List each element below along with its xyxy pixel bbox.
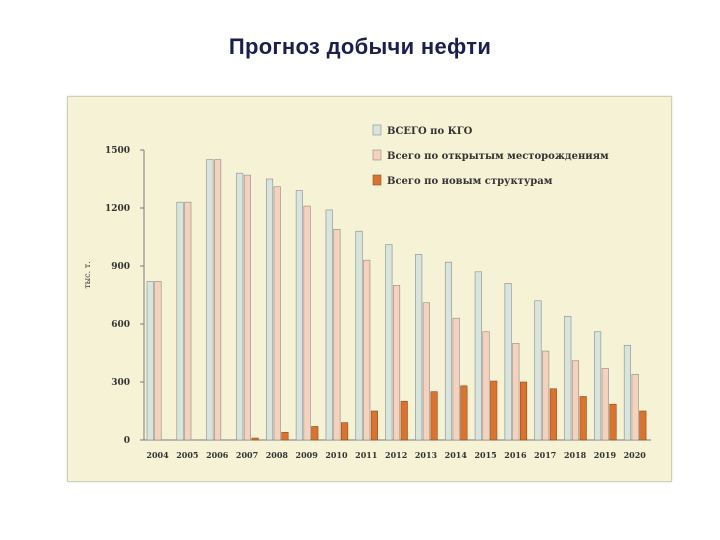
x-tick-label: 2004 xyxy=(146,450,169,460)
bars xyxy=(146,159,647,441)
legend-swatch xyxy=(372,124,382,136)
bar-kgo xyxy=(355,230,363,441)
bar-open-fields xyxy=(154,281,162,441)
bar-new-structures xyxy=(460,385,468,441)
chart-panel: 0 300 600 900 1200 1500 2004 2005 2006 2007 2008 20… xyxy=(67,96,672,482)
bar-kgo xyxy=(236,172,244,441)
y-tick-label: 600 xyxy=(111,320,130,330)
bar-open-fields xyxy=(422,302,430,441)
y-tick-label: 300 xyxy=(111,378,130,388)
x-tick-label: 2020 xyxy=(624,450,647,460)
bar-open-fields xyxy=(214,159,222,441)
bar-kgo xyxy=(206,159,214,441)
x-tick-label: 2016 xyxy=(504,450,527,460)
bar-kgo xyxy=(534,300,542,441)
bar-new-structures xyxy=(519,381,528,441)
bar-kgo xyxy=(385,244,393,441)
bar-kgo xyxy=(265,178,274,441)
bar-new-structures xyxy=(609,403,617,441)
x-tick-label: 2008 xyxy=(266,450,289,460)
bar-open-fields xyxy=(571,360,580,441)
bar-new-structures xyxy=(281,431,289,441)
x-tick-label: 2018 xyxy=(564,450,587,460)
y-tick-label: 900 xyxy=(111,262,130,272)
bar-open-fields xyxy=(363,259,371,441)
bar-kgo xyxy=(594,331,602,441)
bar-new-structures xyxy=(490,380,498,441)
legend: ВСЕГО по КГО Всего по открытым месторожде… xyxy=(372,124,609,187)
bar-kgo xyxy=(623,344,631,441)
bar-open-fields xyxy=(512,343,520,441)
bar-new-structures xyxy=(370,410,378,441)
x-tick-label: 2009 xyxy=(296,450,319,460)
bar-new-structures xyxy=(579,396,587,441)
x-tick-label: 2010 xyxy=(325,450,348,460)
tick-labels: 0 300 600 900 1200 1500 2004 2005 2006 2007 2008 20… xyxy=(105,146,646,460)
bar-kgo xyxy=(325,209,333,441)
bar-open-fields xyxy=(333,228,341,441)
legend-label: ВСЕГО по КГО xyxy=(387,126,473,137)
bar-kgo xyxy=(415,254,423,441)
bar-new-structures xyxy=(430,391,438,441)
slide-title: Прогноз добычи нефти xyxy=(228,34,492,59)
bar-kgo xyxy=(474,271,482,441)
bar-kgo xyxy=(504,283,512,441)
bar-open-fields xyxy=(601,368,609,441)
x-tick-label: 2012 xyxy=(385,450,407,460)
bar-open-fields xyxy=(392,285,401,441)
y-tick-label: 1200 xyxy=(105,204,130,214)
bar-kgo xyxy=(444,261,453,441)
bar-open-fields xyxy=(243,174,251,441)
bar-kgo xyxy=(295,190,303,441)
x-tick-label: 2015 xyxy=(474,450,496,460)
legend-label: Всего по новым структурам xyxy=(387,176,553,187)
bar-new-structures xyxy=(639,410,647,441)
bar-open-fields xyxy=(452,317,460,441)
bar-open-fields xyxy=(631,373,639,441)
y-axis-label: тыс. т. xyxy=(83,261,92,288)
bar-new-structures xyxy=(549,388,557,441)
bar-new-structures xyxy=(251,437,259,441)
legend-label: Всего по открытым месторождениям xyxy=(387,151,609,162)
x-tick-label: 2013 xyxy=(415,450,438,460)
bar-open-fields xyxy=(303,205,311,441)
x-tick-label: 2006 xyxy=(206,450,229,460)
legend-swatch xyxy=(372,174,382,186)
bar-chart: 0 300 600 900 1200 1500 2004 2005 2006 2007 2008 20… xyxy=(83,124,651,460)
y-tick-label: 1500 xyxy=(105,146,130,156)
x-tick-label: 2007 xyxy=(236,450,258,460)
legend-swatch xyxy=(372,149,382,161)
y-tick-label: 0 xyxy=(124,436,130,446)
bar-kgo xyxy=(176,201,184,441)
bar-open-fields xyxy=(184,201,192,441)
bar-open-fields xyxy=(542,350,550,441)
x-tick-label: 2017 xyxy=(534,450,556,460)
bar-new-structures xyxy=(311,426,319,441)
bar-kgo xyxy=(146,281,154,441)
x-tick-label: 2019 xyxy=(594,450,617,460)
bar-open-fields xyxy=(482,331,490,441)
x-tick-label: 2014 xyxy=(445,450,468,460)
x-tick-label: 2005 xyxy=(176,450,198,460)
x-tick-label: 2011 xyxy=(355,450,377,460)
bar-kgo xyxy=(564,315,572,441)
bar-new-structures xyxy=(400,401,408,441)
bar-new-structures xyxy=(341,422,349,441)
bar-open-fields xyxy=(273,186,281,441)
